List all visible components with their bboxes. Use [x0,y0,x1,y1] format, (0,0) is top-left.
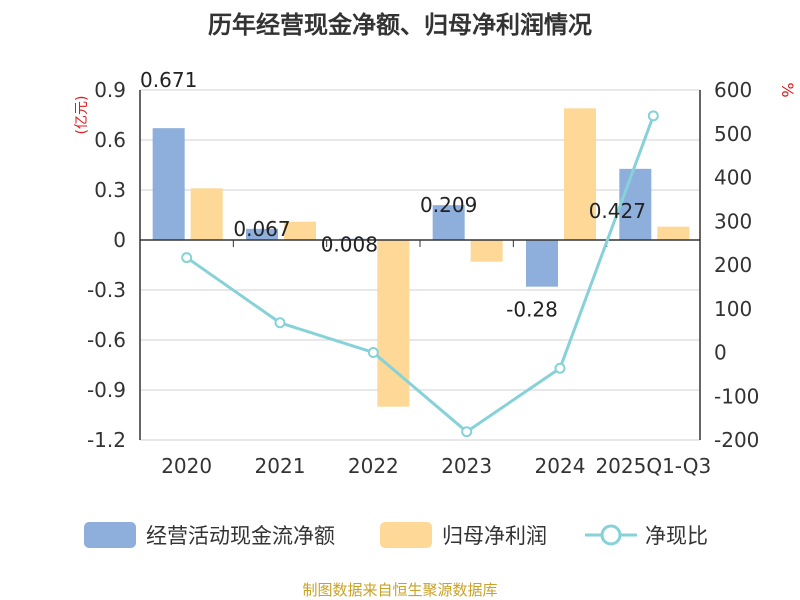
bar-operating-cashflow [526,240,558,287]
y-left-tick-label: 0 [113,228,126,252]
x-tick-label: 2020 [161,454,212,478]
ratio-line-path [185,115,655,434]
legend-marker-ratio [600,524,622,546]
bar-net-profit [284,221,316,240]
y-right-tick-label: 400 [714,166,752,190]
source-note: 制图数据来自恒生聚源数据库 [302,581,497,599]
bars [152,108,690,407]
y-right-tick-label: 300 [714,209,752,233]
y-left-tick-label: -0.9 [87,378,126,402]
legend-label-operating-cashflow: 经营活动现金流净额 [146,524,335,548]
right-axis-unit: % [778,82,797,97]
data-label: 0.067 [233,217,290,241]
bar-operating-cashflow [152,128,185,240]
data-label: 0.671 [140,68,197,92]
legend-swatch-net-profit [380,522,432,548]
y-left-tick-label: -1.2 [87,428,126,452]
x-tick-label: 2022 [348,454,399,478]
ratio-line [181,110,659,438]
chart-title: 历年经营现金净额、归母净利润情况 [208,11,592,39]
bar-net-profit [657,226,690,240]
bar-operating-cashflow [246,228,278,240]
y-right-tick-label: 500 [714,122,752,146]
y-left-tick-label: 0.3 [94,178,126,202]
ratio-point [647,110,659,122]
legend-label-net-profit: 归母净利润 [442,524,547,548]
bar-net-profit [470,240,503,262]
grid [140,89,700,441]
ratio-point [181,252,193,264]
bar-net-profit [564,108,596,240]
legend: 经营活动现金流净额 归母净利润 净现比 [84,522,708,548]
data-label: 0.209 [420,193,477,217]
y-right-tick-label: 0 [714,341,727,365]
y-left-tick-label: -0.6 [87,328,126,352]
ratio-point [367,347,379,358]
y-right-tick-label: -100 [714,384,759,408]
data-label: -0.28 [506,298,558,322]
tick-labels: 0.9 0.6 0.3 0 -0.3 -0.6 -0.9 -1.2 600 500 400 300 20… [87,78,759,478]
data-labels: 0.671 0.067 0.008 0.209 -0.28 0.427 [140,68,646,322]
ratio-point [554,362,566,374]
left-axis-unit: (亿元) [74,96,90,135]
ratio-point [274,317,286,329]
y-left-tick-label: -0.3 [87,278,126,302]
y-right-tick-label: 100 [714,297,752,321]
x-tick-label: 2021 [255,454,306,478]
y-left-tick-label: 0.6 [94,128,126,152]
ratio-point [461,426,473,438]
bar-net-profit [377,240,410,407]
x-tick-label: 2023 [441,454,492,478]
x-tick-label: 2024 [535,454,586,478]
legend-swatch-operating-cashflow [84,522,136,548]
data-label: 0.427 [589,199,646,223]
y-right-tick-label: -200 [714,428,759,452]
y-right-tick-label: 600 [714,78,752,102]
y-left-tick-label: 0.9 [94,78,126,102]
bar-net-profit [190,188,223,240]
x-tick-label: 2025Q1-Q3 [595,454,711,478]
data-label: 0.008 [321,233,378,257]
y-right-tick-label: 200 [714,253,752,277]
bar-operating-cashflow [619,168,652,240]
bar-operating-cashflow [432,205,465,240]
axes [139,90,701,440]
legend-label-ratio: 净现比 [645,524,708,548]
